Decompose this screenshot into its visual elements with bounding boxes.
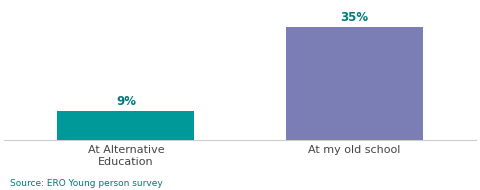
Text: 35%: 35%: [340, 11, 368, 25]
Text: 9%: 9%: [116, 95, 136, 108]
Bar: [286, 27, 422, 140]
Bar: [58, 111, 194, 140]
Text: Source: ERO Young person survey: Source: ERO Young person survey: [10, 179, 162, 188]
